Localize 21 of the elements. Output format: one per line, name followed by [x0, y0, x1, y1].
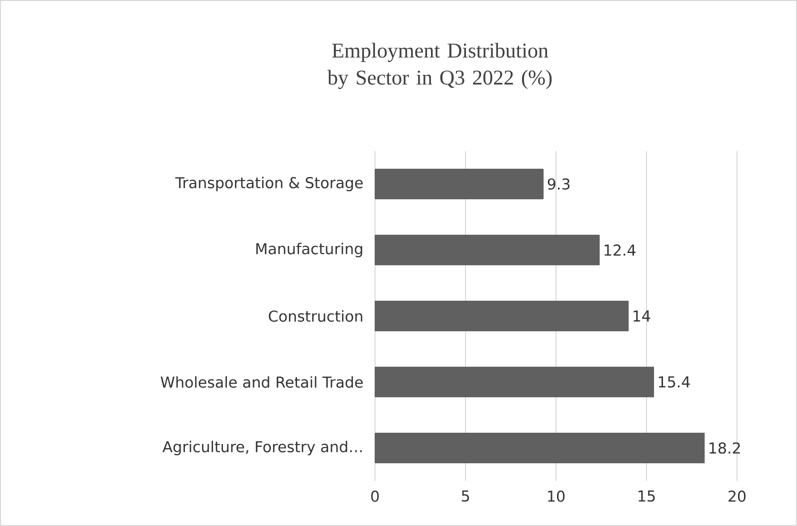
- y-tick-label: Wholesale and Retail Trade: [160, 376, 363, 388]
- bar: [374, 300, 629, 332]
- bar: [374, 366, 654, 398]
- x-tick-label: 20: [728, 490, 746, 502]
- x-tick-label: 0: [371, 490, 379, 502]
- data-label: 15.4: [658, 376, 690, 388]
- x-tick-label: 15: [638, 490, 655, 502]
- data-label: 9.3: [548, 178, 570, 190]
- chart-title: Employment Distribution by Sector in Q3 2022 (%): [327, 42, 552, 90]
- data-label: 14: [634, 310, 650, 322]
- data-label: 18.2: [710, 442, 740, 454]
- bar: [374, 168, 544, 200]
- x-tick-label: 5: [462, 490, 469, 502]
- y-tick-label: Construction: [268, 310, 362, 322]
- y-tick-label: Agriculture, Forestry and…: [162, 440, 362, 456]
- data-label: 12.4: [604, 244, 636, 256]
- bar: [374, 432, 705, 464]
- y-tick-label: Transportation & Storage: [175, 176, 363, 192]
- y-tick-label: Manufacturing: [256, 242, 362, 258]
- x-tick-label: 10: [548, 490, 565, 502]
- bar: [374, 234, 600, 266]
